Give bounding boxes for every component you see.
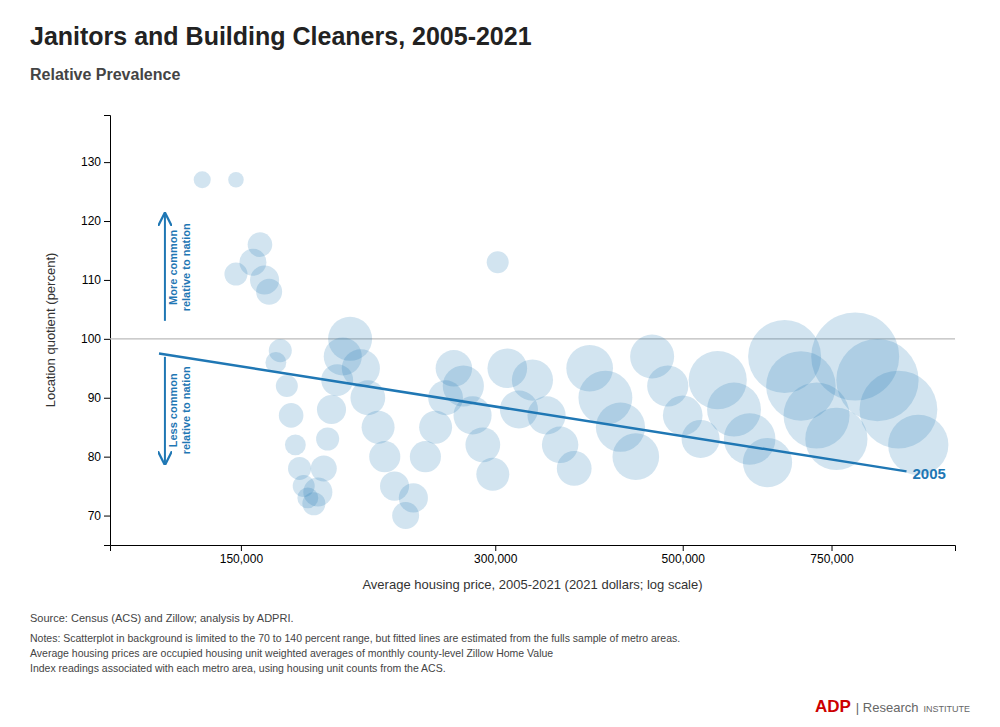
x-tick-label: 750,000 xyxy=(810,552,854,566)
y-tick: 120 xyxy=(81,214,110,228)
bubble xyxy=(269,339,292,362)
x-tick: 150,000 xyxy=(220,545,264,566)
y-tick: 70 xyxy=(88,509,110,523)
y-tick-label: 90 xyxy=(88,391,102,405)
bubble xyxy=(419,411,452,444)
trend-line-label: 2005 xyxy=(912,465,945,482)
bubble xyxy=(612,433,659,480)
y-tick-mark xyxy=(104,162,110,163)
bubble xyxy=(276,375,298,397)
bubble xyxy=(256,279,282,305)
x-tick-label: 300,000 xyxy=(474,552,518,566)
y-tick-label: 70 xyxy=(88,509,102,523)
bubble xyxy=(228,172,244,188)
logo-part: INSTITUTE xyxy=(924,704,971,714)
y-tick: 90 xyxy=(88,391,110,405)
subtitle: Relative Prevalence xyxy=(30,66,180,83)
x-axis: 150,000 300,000 500,000 750,000 xyxy=(111,545,956,566)
x-axis-line xyxy=(111,546,956,552)
chart: Janitors and Building Cleaners, 2005-202… xyxy=(0,0,1000,727)
annotation-line: relative to nation xyxy=(180,223,192,311)
y-tick-label: 80 xyxy=(88,450,102,464)
bubble xyxy=(743,438,792,487)
y-tick-mark xyxy=(104,280,110,281)
bubble xyxy=(362,411,395,444)
bubble xyxy=(248,232,273,257)
y-tick-mark xyxy=(104,221,110,222)
x-axis-title: Average housing price, 2005-2021 (2021 d… xyxy=(362,577,702,592)
bubble xyxy=(410,441,441,472)
x-tick: 750,000 xyxy=(810,545,854,566)
x-tick-label: 150,000 xyxy=(220,552,264,566)
logo: ADP | Research INSTITUTE xyxy=(815,697,970,716)
annotation-arrow xyxy=(164,214,166,321)
y-tick: 110 xyxy=(82,273,110,287)
y-axis-title: Location quotient (percent) xyxy=(43,253,58,408)
y-tick-label: 130 xyxy=(81,155,101,169)
y-tick: 100 xyxy=(81,332,110,346)
annotation: Less commonrelative to nation xyxy=(167,366,192,454)
y-tick-label: 120 xyxy=(81,214,101,228)
bubble xyxy=(369,441,400,472)
y-axis-line xyxy=(104,116,111,546)
logo-part: ADP xyxy=(815,697,851,716)
plot-area: 150,000 300,000 500,000 750,000 70 80 90 100 110… xyxy=(43,116,956,593)
y-tick-mark xyxy=(104,339,110,340)
annotation-line: relative to nation xyxy=(180,366,192,454)
note: Notes: Scatterplot in background is limi… xyxy=(30,632,680,644)
note: Index readings associated with each metr… xyxy=(30,662,446,674)
y-tick-mark xyxy=(104,457,110,458)
bubble xyxy=(512,359,553,400)
y-axis: 70 80 90 100 110 120 130 xyxy=(81,116,111,546)
annotation-arrow xyxy=(164,357,166,464)
bubble xyxy=(311,455,337,481)
bubble xyxy=(279,403,304,428)
bubble xyxy=(465,427,500,462)
x-tick: 300,000 xyxy=(474,545,518,566)
bubble xyxy=(303,477,332,506)
x-tick-label: 500,000 xyxy=(662,552,706,566)
source: Source: Census (ACS) and Zillow; analysi… xyxy=(30,612,294,624)
note: Average housing prices are occupied hous… xyxy=(30,647,553,659)
y-tick-label: 100 xyxy=(81,332,101,346)
logo-part: | Research xyxy=(856,700,919,715)
x-tick-mark xyxy=(495,545,496,551)
y-tick: 130 xyxy=(81,155,110,169)
bubble xyxy=(399,483,428,512)
points xyxy=(194,171,949,529)
annotation-line: More common xyxy=(167,229,179,304)
data-layer xyxy=(110,171,955,529)
bubble xyxy=(317,395,346,424)
trend-line xyxy=(159,354,906,472)
bubble xyxy=(316,427,339,450)
y-tick-label: 110 xyxy=(82,273,101,287)
bubble xyxy=(194,171,211,188)
x-tick-mark xyxy=(241,545,242,551)
y-tick-mark xyxy=(104,398,110,399)
annotation: More commonrelative to nation xyxy=(167,223,192,311)
bubble xyxy=(487,251,509,273)
bubble xyxy=(557,451,592,486)
x-tick-mark xyxy=(832,545,833,551)
bubble xyxy=(285,434,306,455)
x-tick: 500,000 xyxy=(662,545,706,566)
bubble xyxy=(476,458,509,491)
title: Janitors and Building Cleaners, 2005-202… xyxy=(30,22,532,50)
annotation-line: Less common xyxy=(167,373,179,447)
x-tick-mark xyxy=(683,545,684,551)
y-tick: 80 xyxy=(88,450,110,464)
y-tick-mark xyxy=(104,516,110,517)
